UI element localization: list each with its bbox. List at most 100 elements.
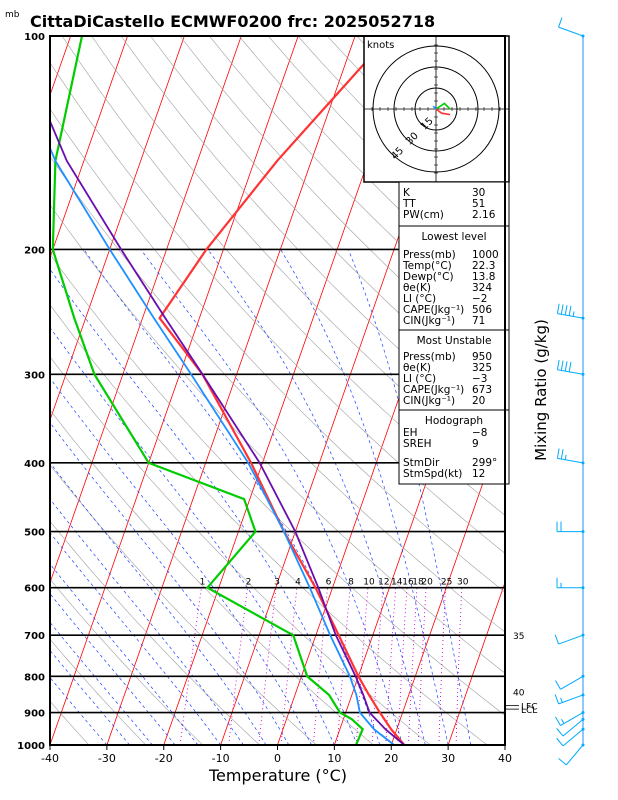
mixing-ratio-line	[179, 587, 202, 745]
dry-adiabat-line	[50, 204, 505, 674]
moist-adiabat-line	[50, 593, 176, 745]
index-value: 51	[472, 198, 485, 210]
index-label: LI (°C)	[403, 373, 436, 385]
moist-adiabat-line	[50, 326, 335, 745]
wind-barb-dot	[581, 633, 585, 637]
mixing-ratio-label: 20	[421, 578, 433, 588]
index-section-header: Most Unstable	[417, 335, 492, 347]
moist-adiabat-line	[50, 377, 312, 745]
index-value: 12	[472, 468, 485, 480]
mixing-ratio-label: 6	[326, 578, 332, 588]
mixing-ratio-label: 3	[274, 578, 280, 588]
mixing-ratio-label: 1	[200, 578, 206, 588]
wind-barb-feather	[555, 716, 561, 726]
index-value: 71	[472, 315, 485, 327]
wind-barb-feather	[556, 448, 560, 459]
wind-barb-dot	[581, 372, 585, 376]
index-label: θe(K)	[403, 282, 431, 294]
mixing-ratio-label: 8	[348, 578, 354, 588]
isotherm-line	[50, 36, 72, 97]
wind-barb	[556, 303, 585, 320]
dry-adiabat-line	[61, 36, 505, 516]
wind-barb-feather	[556, 737, 564, 747]
wind-barb-dot	[581, 717, 585, 721]
index-label: PW(cm)	[403, 209, 444, 221]
temperature-tick-label: 20	[384, 752, 398, 765]
index-label: TT	[402, 198, 416, 210]
wind-barb-feather	[568, 361, 572, 372]
dry-adiabat-line	[91, 36, 505, 479]
dry-adiabat-line	[50, 464, 317, 745]
plot-frame	[49, 35, 506, 746]
wind-barb-dot	[581, 316, 585, 320]
level-label: LCL	[521, 706, 537, 716]
index-value: 299°	[472, 457, 497, 469]
index-value: 673	[472, 384, 492, 396]
pressure-tick-label: 900	[24, 709, 45, 720]
dry-adiabat-line	[50, 108, 505, 593]
index-label: StmSpd(kt)	[403, 468, 462, 480]
index-label: Dewp(°C)	[403, 271, 454, 283]
temperature-tick-label: 40	[498, 752, 512, 765]
moist-adiabat-line	[50, 677, 108, 745]
index-value: 9	[472, 438, 479, 450]
temperature-tick-label: 10	[327, 752, 341, 765]
index-value: 506	[472, 304, 492, 316]
mixing-ratio-line	[280, 587, 298, 745]
wind-barb-shaft	[558, 634, 584, 645]
moist-adiabat-line	[83, 249, 381, 745]
wind-barb-feather	[554, 634, 560, 645]
hodograph-unit: knots	[367, 40, 394, 51]
isotherm-line	[390, 418, 505, 745]
temperature-profile	[158, 36, 406, 745]
wind-barb-feather	[560, 360, 564, 371]
index-value: 2.16	[472, 209, 496, 221]
mixing-ratio-label: 12	[378, 578, 389, 588]
wind-barb	[556, 717, 585, 737]
wind-barb-feather	[560, 697, 563, 703]
index-label: CAPE(Jkg⁻¹)	[403, 304, 464, 316]
moist-adiabat-line	[50, 563, 199, 745]
wind-barb-feather	[564, 361, 568, 372]
index-value: 950	[472, 351, 492, 363]
hodograph-trace	[435, 108, 451, 116]
mixing-ratio-label: 14	[391, 578, 403, 588]
wind-barb-dot	[581, 530, 585, 534]
wind-barb	[555, 711, 585, 726]
index-value: 324	[472, 282, 492, 294]
dry-adiabat-line	[50, 304, 488, 745]
isotherm-line	[504, 743, 505, 745]
wind-barb-feather	[555, 680, 561, 690]
pressure-unit: mb	[5, 10, 20, 20]
index-label: Press(mb)	[403, 351, 456, 363]
index-label: EH	[403, 427, 418, 439]
wind-barb-dot	[581, 674, 585, 678]
wind-barb-feather	[568, 305, 572, 316]
isotherm-line	[50, 36, 185, 422]
wind-barb-feather	[561, 718, 565, 724]
wind-barb	[555, 674, 585, 690]
wind-barb	[556, 359, 585, 376]
wind-barb	[556, 727, 585, 747]
mixing-ratio-label: 10	[363, 578, 375, 588]
dry-adiabat-line	[50, 356, 431, 745]
pressure-tick-label: 300	[24, 370, 45, 381]
wind-barb	[554, 693, 585, 705]
mixing-ratio-label: 4	[295, 578, 301, 588]
mixing-ratio-line	[438, 587, 447, 745]
mixing-ratio-label: 2	[246, 578, 252, 588]
wind-barb-feather	[564, 305, 568, 316]
wind-barb-shaft	[558, 26, 584, 37]
x-axis-label: Temperature (°C)	[208, 766, 347, 785]
y2-axis-label: Mixing Ratio (g/kg)	[532, 319, 550, 461]
dry-adiabat-line	[50, 638, 147, 745]
temperature-tick-label: -20	[155, 752, 173, 765]
index-label: K	[403, 187, 411, 199]
hodograph-indices-box	[398, 409, 510, 485]
hodograph-ring	[414, 87, 458, 131]
mixing-ratio-label: 18	[412, 578, 424, 588]
chart-title: CittaDiCastello ECMWF0200 frc: 202505271…	[30, 12, 435, 31]
index-label: θe(K)	[403, 362, 431, 374]
